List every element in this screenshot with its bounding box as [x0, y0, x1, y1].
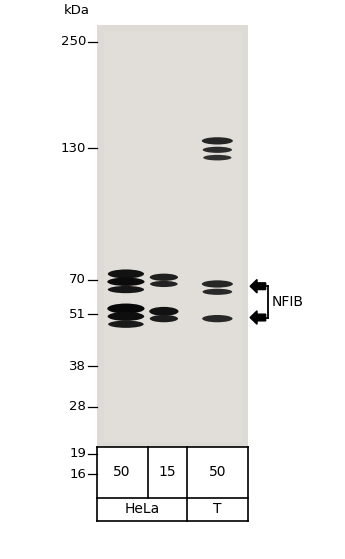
- Text: kDa: kDa: [64, 4, 90, 17]
- Ellipse shape: [202, 137, 233, 145]
- Text: 28: 28: [69, 400, 86, 414]
- Text: 50: 50: [209, 465, 226, 480]
- Text: 50: 50: [114, 465, 131, 480]
- Text: 16: 16: [69, 467, 86, 481]
- Text: 15: 15: [158, 465, 176, 480]
- Ellipse shape: [108, 286, 144, 293]
- Text: 250: 250: [61, 35, 86, 49]
- Ellipse shape: [150, 281, 178, 287]
- Ellipse shape: [108, 269, 144, 278]
- Text: 38: 38: [69, 359, 86, 373]
- Ellipse shape: [107, 304, 145, 314]
- Ellipse shape: [203, 155, 231, 160]
- Text: 130: 130: [61, 141, 86, 155]
- Ellipse shape: [107, 277, 145, 286]
- Text: 70: 70: [69, 273, 86, 286]
- Text: 19: 19: [69, 447, 86, 461]
- Text: HeLa: HeLa: [124, 502, 159, 517]
- Text: T: T: [214, 502, 222, 517]
- Ellipse shape: [150, 273, 178, 281]
- Bar: [104, 31, 242, 442]
- Ellipse shape: [108, 312, 144, 321]
- Text: 51: 51: [69, 307, 86, 321]
- Ellipse shape: [202, 280, 233, 287]
- Ellipse shape: [149, 307, 179, 316]
- Text: NFIB: NFIB: [272, 295, 304, 309]
- Ellipse shape: [203, 146, 232, 153]
- Ellipse shape: [150, 315, 178, 322]
- Ellipse shape: [202, 315, 233, 322]
- FancyArrow shape: [250, 311, 266, 324]
- Ellipse shape: [203, 288, 232, 295]
- Bar: [97, 25, 248, 447]
- Ellipse shape: [108, 321, 144, 328]
- FancyArrow shape: [250, 280, 266, 293]
